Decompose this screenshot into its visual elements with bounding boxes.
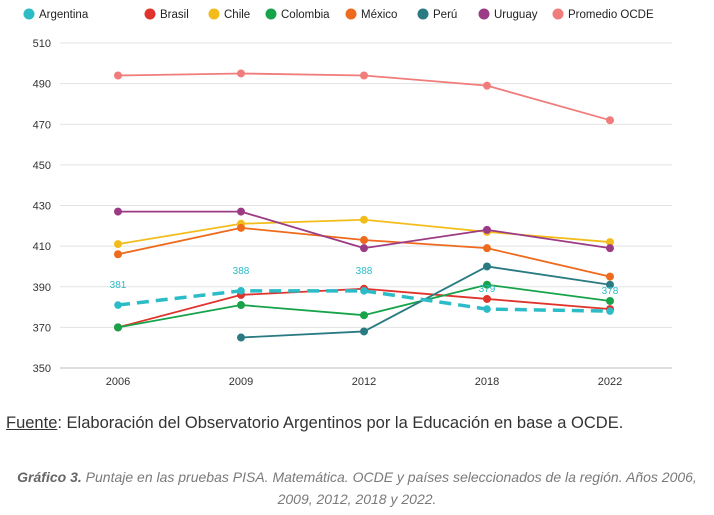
source-text: : Elaboración del Observatorio Argentino… <box>57 414 624 432</box>
y-tick-label: 410 <box>33 241 51 253</box>
data-point <box>606 272 614 281</box>
data-point <box>114 250 122 259</box>
x-tick-label: 2012 <box>352 376 376 388</box>
data-point <box>606 238 614 247</box>
data-point <box>114 71 122 80</box>
data-point <box>237 223 245 232</box>
y-tick-label: 350 <box>33 363 51 375</box>
legend-marker <box>208 8 220 20</box>
y-axis: 350 370 390 410 430 450 470 490 510 <box>33 38 51 375</box>
data-point <box>483 225 491 234</box>
data-point <box>606 280 614 289</box>
data-point <box>483 294 491 303</box>
legend-item-colombia: Colombia <box>265 8 330 21</box>
legend-item-chile: Chile <box>208 8 250 21</box>
data-point <box>237 301 245 310</box>
legend-marker <box>478 8 490 20</box>
legend-item-promedio-ocde: Promedio OCDE <box>552 8 654 21</box>
x-tick-label: 2018 <box>475 376 499 388</box>
data-point <box>360 327 368 336</box>
source-note: Fuente: Elaboración del Observatorio Arg… <box>6 414 714 433</box>
legend-marker <box>265 8 277 20</box>
legend-label: Chile <box>224 9 250 21</box>
data-label: 379 <box>479 284 496 295</box>
data-point <box>114 240 122 249</box>
data-label: 378 <box>602 286 619 297</box>
legend-item-brasil: Brasil <box>144 8 189 21</box>
series-argentina: 381 388 388 379 378 <box>110 266 619 315</box>
series-uruguay <box>114 207 614 253</box>
data-point <box>360 71 368 80</box>
legend-label: Brasil <box>160 9 189 21</box>
y-tick-label: 510 <box>33 38 51 50</box>
caption-label: Gráfico 3. <box>17 469 82 485</box>
y-tick-label: 490 <box>33 79 51 91</box>
series-colombia <box>114 280 614 332</box>
legend-marker <box>345 8 357 20</box>
caption-text: Puntaje en las pruebas PISA. Matemática.… <box>81 469 697 507</box>
data-point <box>114 323 122 332</box>
y-tick-label: 390 <box>33 282 51 294</box>
legend-marker <box>417 8 429 20</box>
data-point <box>114 207 122 216</box>
x-tick-label: 2022 <box>598 376 622 388</box>
legend-item-mexico: México <box>345 8 397 21</box>
series-peru <box>237 262 614 342</box>
data-point <box>606 116 614 125</box>
data-point <box>237 287 245 295</box>
data-point <box>114 301 122 309</box>
data-point <box>237 69 245 78</box>
legend-label: México <box>361 9 397 21</box>
y-tick-label: 470 <box>33 119 51 131</box>
series-mexico <box>114 223 614 281</box>
source-label: Fuente <box>6 414 58 432</box>
x-axis: 2006 2009 2012 2018 2022 <box>106 376 622 388</box>
legend-label: Argentina <box>39 9 89 21</box>
legend-marker <box>552 8 564 20</box>
data-label: 381 <box>110 280 127 291</box>
data-label: 388 <box>233 266 250 277</box>
data-point <box>606 307 614 315</box>
legend-label: Promedio OCDE <box>568 9 654 21</box>
data-point <box>483 280 491 289</box>
data-point <box>360 287 368 295</box>
data-point <box>237 207 245 216</box>
data-point <box>606 296 614 305</box>
data-point <box>606 244 614 253</box>
legend-item-uruguay: Uruguay <box>478 8 538 21</box>
pisa-line-chart: 350 370 390 410 430 450 470 490 510 2006 2009 2012… <box>23 8 672 388</box>
chart-legend: Argentina Brasil Chile Colombia México Perú Ur… <box>23 8 654 21</box>
y-tick-label: 450 <box>33 160 51 172</box>
legend-label: Uruguay <box>494 9 538 21</box>
series-line <box>117 72 611 122</box>
legend-marker <box>144 8 156 20</box>
x-tick-label: 2009 <box>229 376 253 388</box>
legend-marker <box>23 8 35 20</box>
legend-label: Colombia <box>281 9 330 21</box>
x-tick-label: 2006 <box>106 376 130 388</box>
data-point <box>360 244 368 253</box>
legend-label: Perú <box>433 9 457 21</box>
chart-grid <box>60 42 672 369</box>
data-point <box>360 215 368 224</box>
data-point <box>483 305 491 313</box>
data-point <box>483 262 491 271</box>
series-line <box>117 289 611 313</box>
series-line <box>240 265 611 339</box>
data-point <box>237 333 245 342</box>
y-tick-label: 430 <box>33 201 51 213</box>
chart-series: 381 388 388 379 378 <box>110 69 619 342</box>
legend-item-peru: Perú <box>417 8 457 21</box>
data-label: 388 <box>356 266 373 277</box>
figure-caption: Gráfico 3. Puntaje en las pruebas PISA. … <box>0 466 714 510</box>
data-point <box>483 244 491 253</box>
legend-item-argentina: Argentina <box>23 8 89 21</box>
data-point <box>483 81 491 90</box>
data-point <box>360 236 368 245</box>
y-tick-label: 370 <box>33 322 51 334</box>
series-promedio-ocde <box>114 69 614 125</box>
data-point <box>360 311 368 320</box>
